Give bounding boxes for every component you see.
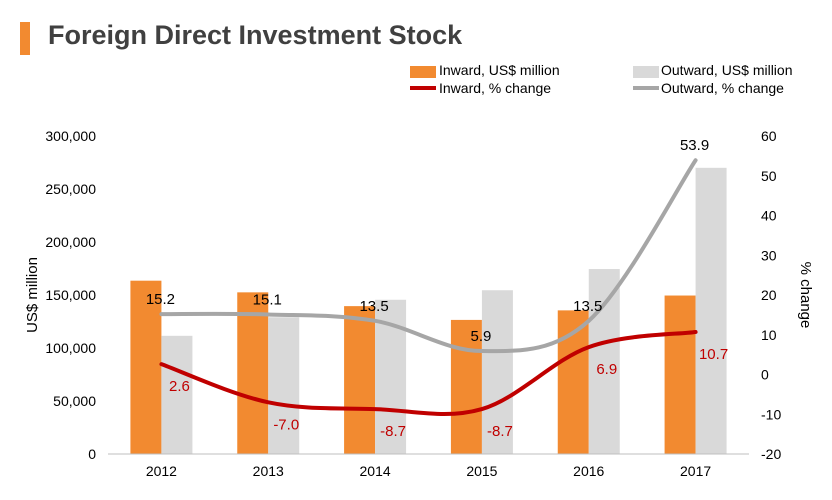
y2-axis-label: % change xyxy=(797,262,814,329)
data-label-outward-pct: 5.9 xyxy=(470,328,491,345)
x-tick-label: 2017 xyxy=(680,463,711,479)
data-label-inward-pct: 6.9 xyxy=(596,361,617,378)
legend-label-outward-line: Outward, % change xyxy=(661,80,784,96)
x-tick-label: 2015 xyxy=(466,463,497,479)
x-tick-label: 2012 xyxy=(146,463,177,479)
line-outward-pct-change xyxy=(159,158,698,354)
legend-label-inward-line: Inward, % change xyxy=(439,80,552,96)
x-tick-label: 2013 xyxy=(253,463,284,479)
y2-tick-label: 20 xyxy=(761,287,777,303)
bar-inward-2015 xyxy=(450,319,482,454)
data-label-outward-pct: 15.2 xyxy=(146,291,175,308)
y2-tick-label: 60 xyxy=(761,128,777,144)
y2-tick-label: -10 xyxy=(761,406,781,422)
legend-label-outward-bar: Outward, US$ million xyxy=(661,62,793,78)
y2-tick-label: -20 xyxy=(761,446,781,462)
bar-inward-2014 xyxy=(344,306,376,454)
y2-tick-label: 40 xyxy=(761,208,777,224)
y-tick-label: 100,000 xyxy=(45,340,96,356)
legend-swatch-inward-bar xyxy=(410,66,436,78)
data-label-inward-pct: 2.6 xyxy=(169,378,190,395)
bar-outward-2013 xyxy=(268,317,300,454)
data-label-inward-pct: -8.7 xyxy=(380,423,406,440)
y-tick-label: 50,000 xyxy=(53,393,96,409)
data-label-outward-pct: 15.1 xyxy=(253,291,282,308)
bar-outward-2015 xyxy=(481,290,513,454)
legend-label-inward-bar: Inward, US$ million xyxy=(439,62,560,78)
legend-swatch-outward-bar xyxy=(633,66,659,78)
legend-swatch-outward-line xyxy=(633,86,659,90)
bar-outward-2017 xyxy=(695,167,727,455)
y-tick-label: 250,000 xyxy=(45,181,96,197)
line-inward-pct-change xyxy=(159,329,698,417)
bar-inward-2012 xyxy=(130,280,162,454)
bar-outward-2016 xyxy=(588,269,620,454)
y-tick-label: 0 xyxy=(88,446,96,462)
legend-swatch-inward-line xyxy=(410,86,436,90)
y2-tick-label: 30 xyxy=(761,247,777,263)
data-label-outward-pct: 13.5 xyxy=(573,298,602,315)
data-label-outward-pct: 13.5 xyxy=(359,298,388,315)
x-tick-label: 2014 xyxy=(360,463,391,479)
chart-title: Foreign Direct Investment Stock xyxy=(48,20,463,50)
x-tick-label: 2016 xyxy=(573,463,604,479)
y2-tick-label: 0 xyxy=(761,367,769,383)
y-tick-label: 200,000 xyxy=(45,234,96,250)
y-axis-label: US$ million xyxy=(24,257,41,333)
bar-outward-2012 xyxy=(161,335,193,454)
title-accent-bar xyxy=(20,22,30,55)
y-tick-label: 150,000 xyxy=(45,287,96,303)
data-label-outward-pct: 53.9 xyxy=(680,137,709,154)
y2-tick-label: 10 xyxy=(761,327,777,343)
bar-inward-2017 xyxy=(664,295,696,454)
y-tick-label: 300,000 xyxy=(45,128,96,144)
data-label-inward-pct: -8.7 xyxy=(487,423,513,440)
data-label-inward-pct: 10.7 xyxy=(699,346,728,363)
y2-tick-label: 50 xyxy=(761,168,777,184)
data-label-inward-pct: -7.0 xyxy=(273,416,299,433)
bar-inward-2013 xyxy=(237,292,269,454)
